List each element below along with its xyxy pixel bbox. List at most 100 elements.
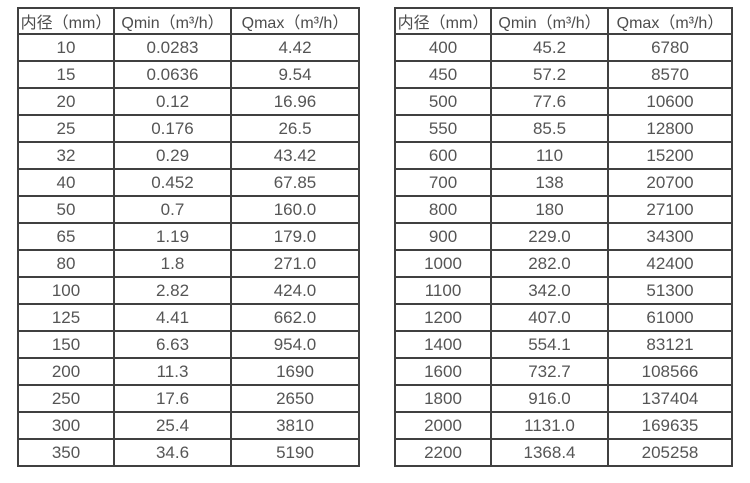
table-cell: 2000 [394, 411, 492, 440]
table-cell: 550 [394, 114, 492, 143]
table-cell: 45.2 [490, 33, 609, 62]
table-cell: 65 [17, 222, 115, 251]
table-header-row: 内径（mm） Qmin（m³/h） Qmax（m³/h） [17, 7, 360, 35]
table-cell: 180 [490, 195, 609, 224]
table-cell: 85.5 [490, 114, 609, 143]
flow-spec-tables: 内径（mm） Qmin（m³/h） Qmax（m³/h） 10 0.0283 4.4… [17, 7, 733, 467]
table-cell: 500 [394, 87, 492, 116]
table-cell: 350 [17, 438, 115, 467]
table-cell: 0.12 [113, 87, 232, 116]
table-cell: 57.2 [490, 60, 609, 89]
table-cell: 34300 [607, 222, 733, 251]
column-header-qmin: Qmin（m³/h） [113, 7, 232, 35]
table-row: 800 180 27100 [394, 195, 733, 224]
table-body: 10 0.0283 4.42 15 0.0636 9.54 20 0.12 16.96 25 0.1… [17, 33, 360, 467]
table-cell: 50 [17, 195, 115, 224]
table-cell: 342.0 [490, 276, 609, 305]
table-cell: 800 [394, 195, 492, 224]
table-cell: 67.85 [230, 168, 360, 197]
column-header-qmin: Qmin（m³/h） [490, 7, 609, 35]
table-cell: 205258 [607, 438, 733, 467]
table-cell: 900 [394, 222, 492, 251]
table-row: 40 0.452 67.85 [17, 168, 360, 197]
table-cell: 1400 [394, 330, 492, 359]
table-cell: 12800 [607, 114, 733, 143]
table-cell: 1000 [394, 249, 492, 278]
table-cell: 0.0283 [113, 33, 232, 62]
table-cell: 400 [394, 33, 492, 62]
table-row: 700 138 20700 [394, 168, 733, 197]
table-row: 32 0.29 43.42 [17, 141, 360, 170]
table-header-row: 内径（mm） Qmin（m³/h） Qmax（m³/h） [394, 7, 733, 35]
table-row: 15 0.0636 9.54 [17, 60, 360, 89]
table-body: 400 45.2 6780 450 57.2 8570 500 77.6 10600 550 85.… [394, 33, 733, 467]
table-cell: 600 [394, 141, 492, 170]
table-row: 125 4.41 662.0 [17, 303, 360, 332]
table-cell: 2650 [230, 384, 360, 413]
table-row: 50 0.7 160.0 [17, 195, 360, 224]
table-cell: 4.42 [230, 33, 360, 62]
table-row: 1200 407.0 61000 [394, 303, 733, 332]
table-cell: 200 [17, 357, 115, 386]
table-cell: 11.3 [113, 357, 232, 386]
table-cell: 2.82 [113, 276, 232, 305]
table-row: 150 6.63 954.0 [17, 330, 360, 359]
table-cell: 169635 [607, 411, 733, 440]
table-row: 2200 1368.4 205258 [394, 438, 733, 467]
table-cell: 0.0636 [113, 60, 232, 89]
table-row: 80 1.8 271.0 [17, 249, 360, 278]
table-cell: 179.0 [230, 222, 360, 251]
table-cell: 8570 [607, 60, 733, 89]
spec-table-large-diameters: 内径（mm） Qmin（m³/h） Qmax（m³/h） 400 45.2 6780… [394, 7, 733, 467]
table-row: 1800 916.0 137404 [394, 384, 733, 413]
table-cell: 1100 [394, 276, 492, 305]
spec-table-small-diameters: 内径（mm） Qmin（m³/h） Qmax（m³/h） 10 0.0283 4.4… [17, 7, 360, 467]
table-cell: 20 [17, 87, 115, 116]
table-row: 250 17.6 2650 [17, 384, 360, 413]
table-cell: 32 [17, 141, 115, 170]
table-row: 200 11.3 1690 [17, 357, 360, 386]
table-cell: 229.0 [490, 222, 609, 251]
table-cell: 17.6 [113, 384, 232, 413]
table-cell: 662.0 [230, 303, 360, 332]
table-cell: 16.96 [230, 87, 360, 116]
table-row: 10 0.0283 4.42 [17, 33, 360, 62]
table-cell: 137404 [607, 384, 733, 413]
table-row: 100 2.82 424.0 [17, 276, 360, 305]
table-cell: 6.63 [113, 330, 232, 359]
table-cell: 407.0 [490, 303, 609, 332]
table-cell: 100 [17, 276, 115, 305]
table-cell: 160.0 [230, 195, 360, 224]
table-cell: 5190 [230, 438, 360, 467]
table-cell: 954.0 [230, 330, 360, 359]
table-row: 350 34.6 5190 [17, 438, 360, 467]
table-row: 450 57.2 8570 [394, 60, 733, 89]
table-cell: 700 [394, 168, 492, 197]
table-cell: 1690 [230, 357, 360, 386]
table-cell: 15200 [607, 141, 733, 170]
table-cell: 424.0 [230, 276, 360, 305]
table-row: 550 85.5 12800 [394, 114, 733, 143]
table-cell: 2200 [394, 438, 492, 467]
table-cell: 125 [17, 303, 115, 332]
table-cell: 271.0 [230, 249, 360, 278]
table-row: 1000 282.0 42400 [394, 249, 733, 278]
table-cell: 108566 [607, 357, 733, 386]
table-cell: 282.0 [490, 249, 609, 278]
table-cell: 25.4 [113, 411, 232, 440]
table-cell: 1600 [394, 357, 492, 386]
table-row: 1100 342.0 51300 [394, 276, 733, 305]
table-cell: 26.5 [230, 114, 360, 143]
table-cell: 27100 [607, 195, 733, 224]
table-row: 20 0.12 16.96 [17, 87, 360, 116]
table-cell: 20700 [607, 168, 733, 197]
table-cell: 138 [490, 168, 609, 197]
table-cell: 83121 [607, 330, 733, 359]
table-cell: 80 [17, 249, 115, 278]
table-cell: 40 [17, 168, 115, 197]
table-cell: 916.0 [490, 384, 609, 413]
table-cell: 1.8 [113, 249, 232, 278]
column-header-inner-diameter: 内径（mm） [394, 7, 492, 35]
table-row: 500 77.6 10600 [394, 87, 733, 116]
table-cell: 1.19 [113, 222, 232, 251]
